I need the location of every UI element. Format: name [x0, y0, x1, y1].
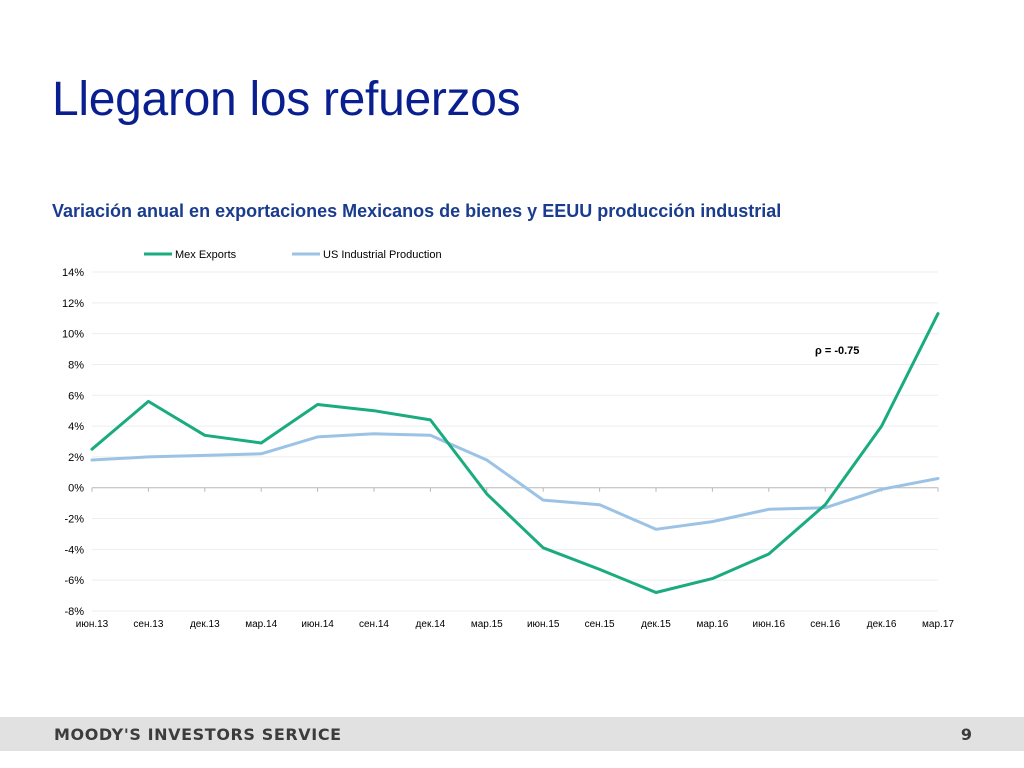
- data-point-mex-exports: [655, 591, 658, 594]
- data-point-us-industrial-production: [260, 452, 263, 455]
- legend-label-mex-exports: Mex Exports: [175, 249, 237, 261]
- x-tick-label: дек.16: [867, 619, 897, 630]
- footer-brand: MOODY'S INVESTORS SERVICE: [54, 725, 342, 744]
- x-tick-label: мар.14: [245, 619, 277, 630]
- x-tick-label: дек.14: [416, 619, 446, 630]
- y-tick-label: 4%: [68, 421, 84, 433]
- data-point-mex-exports: [767, 552, 770, 555]
- slide-title: Llegaron los refuerzos: [52, 73, 521, 126]
- x-tick-label: июн.14: [301, 619, 334, 630]
- chart-legend: Mex Exports US Industrial Production: [144, 249, 442, 261]
- data-point-mex-exports: [711, 577, 714, 580]
- x-axis: июн.13 сен.13 дек.13 мар.14 июн.14 сен.14 дек.…: [76, 487, 954, 630]
- data-point-us-industrial-production: [655, 528, 658, 531]
- data-point-mex-exports: [598, 568, 601, 571]
- data-point-us-industrial-production: [711, 520, 714, 523]
- legend-label-us-industrial-production: US Industrial Production: [323, 249, 442, 261]
- data-point-us-industrial-production: [203, 454, 206, 457]
- data-point-mex-exports: [260, 442, 263, 445]
- data-point-us-industrial-production: [937, 477, 940, 480]
- data-point-us-industrial-production: [429, 434, 432, 437]
- line-chart: Mex Exports US Industrial Production 14%…: [62, 249, 954, 630]
- y-tick-label: 14%: [62, 267, 84, 279]
- y-tick-label: 6%: [68, 390, 84, 402]
- page-number: 9: [960, 725, 972, 744]
- data-point-us-industrial-production: [767, 508, 770, 511]
- data-point-us-industrial-production: [485, 458, 488, 461]
- y-tick-label: 2%: [68, 452, 84, 464]
- data-point-mex-exports: [485, 492, 488, 495]
- x-tick-label: июн.16: [753, 619, 786, 630]
- y-tick-label: 0%: [68, 483, 84, 495]
- data-point-mex-exports: [203, 434, 206, 437]
- y-tick-label: -2%: [64, 514, 84, 526]
- data-point-mex-exports: [91, 448, 94, 451]
- x-tick-label: сен.14: [359, 619, 389, 630]
- y-tick-label: -6%: [64, 575, 84, 587]
- chart-subtitle: Variación anual en exportaciones Mexican…: [52, 201, 782, 221]
- data-point-mex-exports: [880, 425, 883, 428]
- y-tick-label: 10%: [62, 329, 84, 341]
- series-line-mex-exports: [90, 312, 940, 594]
- footer-bar: MOODY'S INVESTORS SERVICE 9: [0, 717, 1024, 751]
- data-point-mex-exports: [542, 546, 545, 549]
- y-tick-label: 8%: [68, 359, 84, 371]
- x-tick-label: сен.15: [585, 619, 615, 630]
- y-tick-label: -8%: [64, 606, 84, 618]
- data-point-us-industrial-production: [147, 455, 150, 458]
- x-tick-label: дек.15: [641, 619, 671, 630]
- y-axis: 14% 12% 10% 8% 6% 4% 2% 0% -2% -4% -6% -8%: [62, 267, 84, 618]
- x-tick-label: мар.15: [471, 619, 503, 630]
- series-line-us-industrial-production: [90, 432, 940, 531]
- x-tick-label: дек.13: [190, 619, 220, 630]
- x-tick-label: мар.17: [922, 619, 954, 630]
- data-point-mex-exports: [824, 503, 827, 506]
- data-point-us-industrial-production: [91, 458, 94, 461]
- data-point-us-industrial-production: [373, 432, 376, 435]
- x-tick-label: мар.16: [696, 619, 728, 630]
- data-point-mex-exports: [147, 400, 150, 403]
- data-point-mex-exports: [373, 409, 376, 412]
- data-point-us-industrial-production: [542, 499, 545, 502]
- chart-series: [90, 312, 940, 594]
- x-tick-label: июн.15: [527, 619, 560, 630]
- data-point-us-industrial-production: [316, 435, 319, 438]
- x-tick-label: сен.16: [810, 619, 840, 630]
- x-tick-label: июн.13: [76, 619, 109, 630]
- data-point-mex-exports: [316, 403, 319, 406]
- data-point-us-industrial-production: [880, 488, 883, 491]
- correlation-annotation: ρ = -0.75: [815, 345, 859, 357]
- data-point-us-industrial-production: [598, 503, 601, 506]
- chart-gridlines: [92, 271, 938, 612]
- data-point-mex-exports: [937, 312, 940, 315]
- x-tick-label: сен.13: [133, 619, 163, 630]
- data-point-mex-exports: [429, 418, 432, 421]
- y-tick-label: -4%: [64, 544, 84, 556]
- y-tick-label: 12%: [62, 298, 84, 310]
